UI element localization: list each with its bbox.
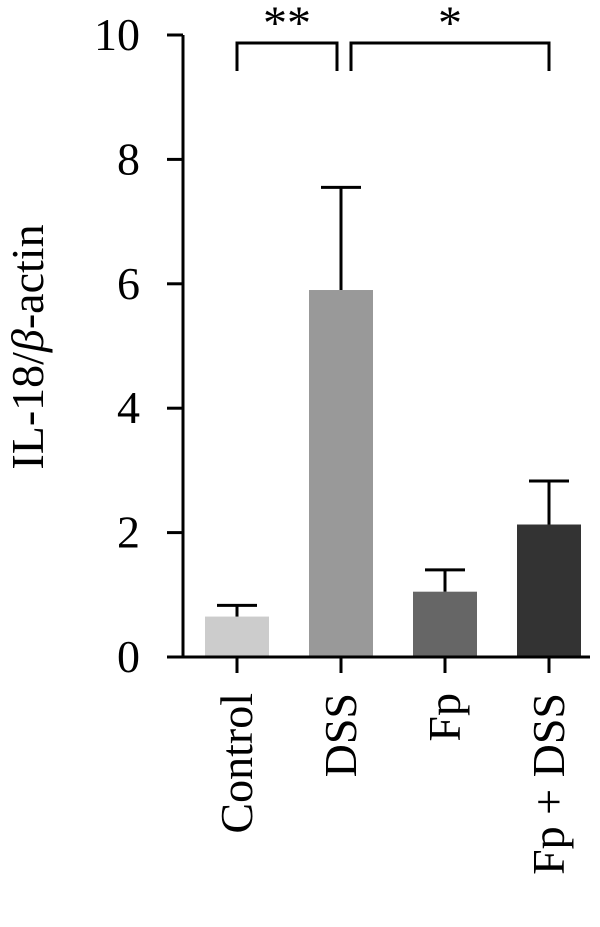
y-axis: 0 2 4 6 8 10 <box>94 9 590 682</box>
category-label-3: Fp + DSS <box>523 693 574 875</box>
significance-label-1: * <box>438 0 462 50</box>
y-tick-label-8: 8 <box>117 133 140 184</box>
y-tick-label-2: 2 <box>117 507 140 558</box>
significance-brackets: ** * <box>235 0 551 71</box>
significance-bracket-1 <box>349 41 551 71</box>
category-label-2: Fp <box>419 693 470 742</box>
y-tick-label-6: 6 <box>117 258 140 309</box>
x-axis-labels: Control DSS Fp Fp + DSS <box>211 693 574 875</box>
error-bars <box>217 185 569 617</box>
bar-3 <box>517 524 581 657</box>
y-axis-label: IL-18/β-actin <box>2 224 53 469</box>
y-tick-label-10: 10 <box>94 9 140 60</box>
bars <box>205 290 581 657</box>
category-label-0: Control <box>211 693 262 834</box>
y-tick-label-0: 0 <box>117 631 140 682</box>
bar-1 <box>309 290 373 657</box>
bar-0 <box>205 616 269 657</box>
bar-2 <box>413 591 477 657</box>
significance-label-0: ** <box>263 0 311 50</box>
significance-bracket-0 <box>235 41 339 71</box>
category-label-1: DSS <box>315 693 366 777</box>
y-tick-label-4: 4 <box>117 382 140 433</box>
